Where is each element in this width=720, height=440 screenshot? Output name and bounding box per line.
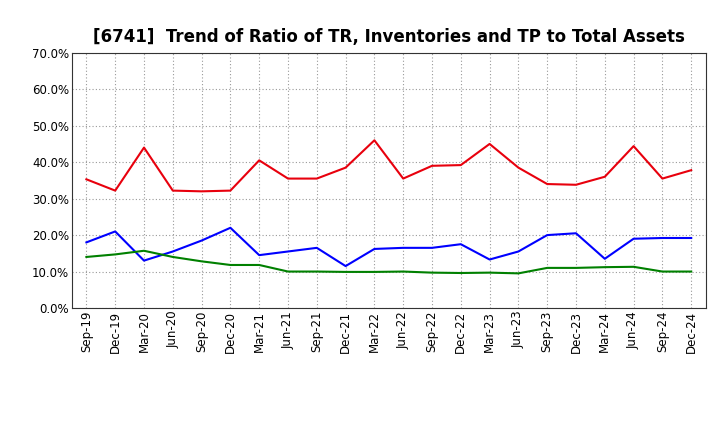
Inventories	[197, 238, 206, 243]
Inventories	[284, 249, 292, 254]
Inventories	[658, 235, 667, 241]
Trade Payables	[82, 254, 91, 260]
Trade Receivables	[197, 189, 206, 194]
Title: [6741]  Trend of Ratio of TR, Inventories and TP to Total Assets: [6741] Trend of Ratio of TR, Inventories…	[93, 28, 685, 46]
Trade Payables	[687, 269, 696, 274]
Trade Receivables	[312, 176, 321, 181]
Trade Receivables	[658, 176, 667, 181]
Line: Trade Payables: Trade Payables	[86, 251, 691, 273]
Trade Receivables	[687, 168, 696, 173]
Trade Receivables	[428, 163, 436, 169]
Trade Payables	[399, 269, 408, 274]
Trade Receivables	[284, 176, 292, 181]
Inventories	[428, 245, 436, 250]
Trade Payables	[140, 248, 148, 253]
Inventories	[140, 258, 148, 263]
Trade Payables	[111, 252, 120, 257]
Inventories	[168, 249, 177, 254]
Trade Payables	[428, 270, 436, 275]
Trade Payables	[629, 264, 638, 269]
Trade Payables	[370, 269, 379, 275]
Trade Receivables	[140, 145, 148, 150]
Trade Payables	[572, 265, 580, 271]
Inventories	[341, 264, 350, 269]
Trade Payables	[456, 270, 465, 275]
Trade Payables	[168, 254, 177, 260]
Trade Payables	[514, 271, 523, 276]
Trade Receivables	[456, 162, 465, 168]
Inventories	[572, 231, 580, 236]
Trade Payables	[312, 269, 321, 274]
Trade Payables	[284, 269, 292, 274]
Trade Receivables	[82, 177, 91, 182]
Line: Trade Receivables: Trade Receivables	[86, 140, 691, 191]
Inventories	[82, 240, 91, 245]
Trade Receivables	[543, 181, 552, 187]
Inventories	[456, 242, 465, 247]
Trade Receivables	[226, 188, 235, 193]
Inventories	[370, 246, 379, 252]
Trade Receivables	[341, 165, 350, 170]
Trade Receivables	[600, 174, 609, 180]
Trade Payables	[543, 265, 552, 271]
Trade Receivables	[399, 176, 408, 181]
Inventories	[514, 249, 523, 254]
Inventories	[312, 245, 321, 250]
Trade Receivables	[572, 182, 580, 187]
Inventories	[629, 236, 638, 242]
Trade Payables	[197, 259, 206, 264]
Inventories	[600, 256, 609, 261]
Trade Payables	[226, 262, 235, 268]
Inventories	[226, 225, 235, 231]
Trade Payables	[255, 262, 264, 268]
Trade Receivables	[629, 143, 638, 149]
Trade Receivables	[370, 138, 379, 143]
Trade Payables	[341, 269, 350, 275]
Trade Receivables	[514, 165, 523, 170]
Trade Receivables	[485, 141, 494, 147]
Inventories	[399, 245, 408, 250]
Inventories	[485, 257, 494, 262]
Trade Payables	[600, 264, 609, 270]
Inventories	[111, 229, 120, 234]
Line: Inventories: Inventories	[86, 228, 691, 266]
Inventories	[255, 253, 264, 258]
Trade Receivables	[255, 158, 264, 163]
Trade Payables	[658, 269, 667, 274]
Trade Receivables	[168, 188, 177, 193]
Inventories	[543, 232, 552, 238]
Trade Payables	[485, 270, 494, 275]
Inventories	[687, 235, 696, 241]
Trade Receivables	[111, 188, 120, 193]
